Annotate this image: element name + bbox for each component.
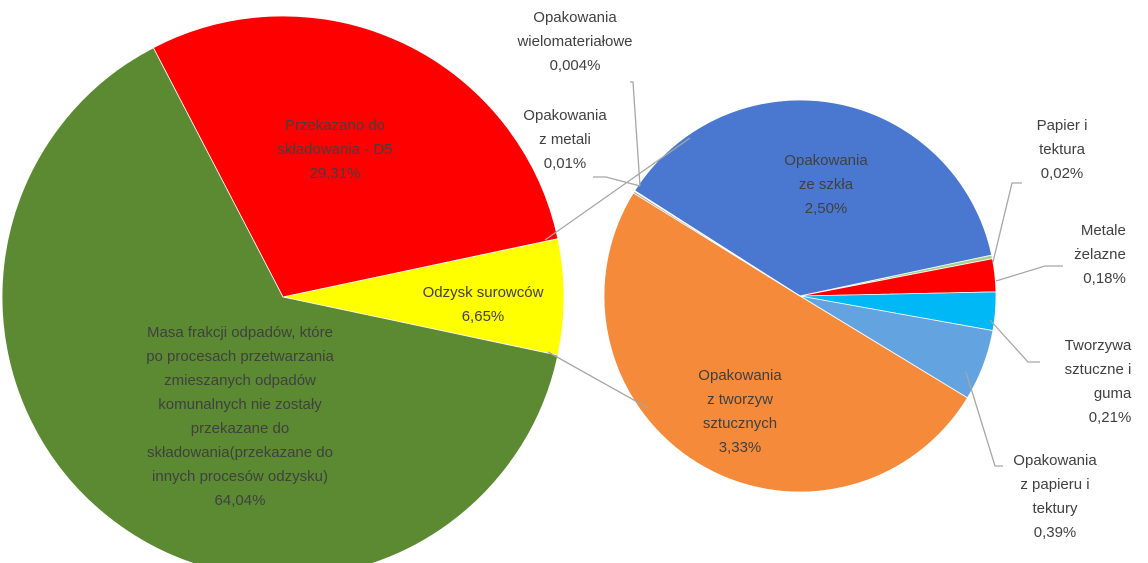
- leader-line: [593, 176, 641, 187]
- data-label: Metale żelazne 0,18%: [1074, 219, 1126, 291]
- data-label: Opakowania z papieru i tektury 0,39%: [1013, 449, 1096, 545]
- leader-line: [992, 182, 1022, 263]
- leader-line: [995, 265, 1063, 282]
- value-label: 0,18%: [1083, 270, 1126, 287]
- value-label: 6,65%: [461, 308, 505, 325]
- value-label: 29,31%: [309, 165, 361, 182]
- data-label: Odzysk surowców 6,65%: [423, 281, 544, 329]
- category-label: Opakowania z metali: [523, 107, 607, 148]
- value-label: 0,01%: [543, 155, 587, 172]
- category-label: Opakowania wielomateriałowe: [517, 9, 633, 50]
- category-label: Przekazano do składowania - D5: [277, 117, 393, 158]
- value-label: 0,004%: [549, 57, 601, 74]
- category-label: Opakowania z papieru i tektury: [1013, 452, 1097, 517]
- category-label: Masa frakcji odpadów, które po procesach…: [146, 324, 334, 485]
- value-label: 2,50%: [804, 200, 848, 217]
- pie-slice: [634, 99, 993, 297]
- category-label: Opakowania ze szkła: [784, 152, 868, 193]
- value-label: 0,39%: [1033, 524, 1077, 541]
- data-label: Opakowania wielomateriałowe 0,004%: [517, 6, 632, 78]
- category-label: Opakowania z tworzyw sztucznych: [698, 367, 782, 432]
- category-label: Tworzywa sztuczne i guma: [1064, 337, 1132, 402]
- data-label: Opakowania ze szkła 2,50%: [784, 149, 867, 221]
- category-label: Metale żelazne: [1074, 222, 1126, 263]
- connector-line: [544, 137, 691, 241]
- pie-slice: [603, 192, 969, 493]
- value-label: 3,33%: [718, 439, 762, 456]
- pie-slice: [152, 15, 559, 298]
- value-label: 64,04%: [214, 492, 266, 509]
- value-label: 0,21%: [1088, 409, 1132, 426]
- category-label: Papier i tektura: [1036, 117, 1088, 158]
- slices: [1, 15, 997, 563]
- category-label: Odzysk surowców: [422, 284, 544, 301]
- data-label: Opakowania z metali 0,01%: [523, 104, 606, 176]
- data-label: Tworzywa sztuczne i guma 0,21%: [1065, 334, 1132, 430]
- pie-slice: [282, 238, 565, 356]
- leader-line: [965, 371, 1003, 467]
- value-label: 0,02%: [1040, 165, 1084, 182]
- pie-slice: [1, 47, 559, 563]
- data-label: Papier i tektura 0,02%: [1037, 114, 1088, 186]
- leader-line: [630, 81, 641, 187]
- connector-line: [547, 351, 649, 409]
- data-label: Opakowania z tworzyw sztucznych 3,33%: [698, 364, 781, 460]
- data-label: Masa frakcji odpadów, które po procesach…: [146, 321, 334, 513]
- pie-slice: [633, 190, 801, 297]
- leader-line: [989, 319, 1040, 363]
- data-label: Przekazano do składowania - D5 29,31%: [277, 114, 392, 186]
